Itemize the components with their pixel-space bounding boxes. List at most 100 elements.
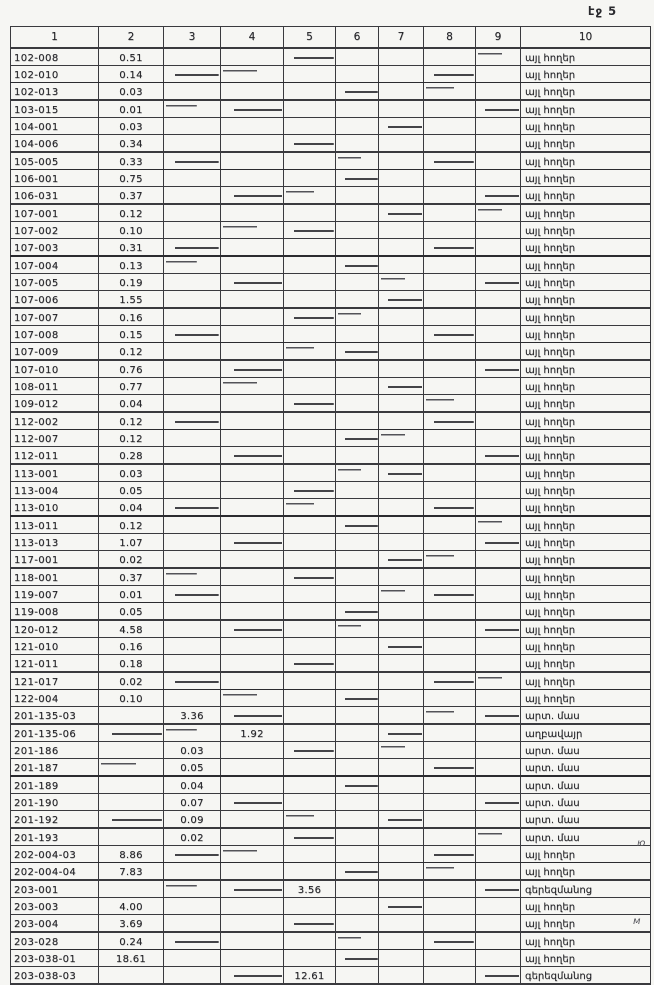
cell-empty: [220, 65, 284, 83]
cell-parcel-code: 107-005: [10, 273, 99, 291]
table-row: 201-186 0.03 արտ. մաս: [10, 741, 651, 759]
cell-empty: [378, 567, 424, 586]
cell-empty: [283, 654, 336, 673]
table-row: 112-007 0.12 այլ հողեր: [10, 429, 651, 447]
cell-empty: [378, 758, 424, 777]
cell-area-value: 0.04: [98, 394, 164, 413]
cell-area-value: 0.10: [98, 221, 164, 239]
cell-empty: [378, 533, 424, 551]
cell-empty: [475, 862, 521, 881]
cell-land-category: այլ հողեր: [520, 515, 651, 534]
cell-empty: [283, 290, 336, 309]
cell-parcel-code: 102-008: [10, 47, 99, 66]
cell-area-value: 0.05: [98, 481, 164, 499]
cell-land-category: այլ հողեր: [520, 238, 651, 257]
cell-empty: [283, 897, 336, 915]
scanned-page: էջ 5 1 2 3 4 5 6 7 8 9 10 102-008 0.51 այլ հողեր 102…: [10, 4, 651, 985]
table-row: 102-013 0.03 այլ հողեր: [10, 82, 651, 101]
cell-land-category: այլ հողեր: [520, 463, 651, 482]
cell-empty: [335, 325, 379, 343]
cell-area-value: 0.37: [98, 186, 164, 205]
cell-empty: [378, 134, 424, 153]
cell-parcel-code: 106-031: [10, 186, 99, 205]
cell-empty: [378, 827, 424, 846]
cell-empty: [283, 602, 336, 621]
cell-land-category: արտ. մաս: [520, 827, 651, 846]
cell-area-value: 0.02: [163, 827, 221, 846]
cell-empty: [475, 65, 521, 83]
cell-empty: [335, 481, 379, 499]
cell-parcel-code: 107-002: [10, 221, 99, 239]
cell-empty: [283, 255, 336, 274]
cell-empty: [163, 567, 221, 586]
cell-area-value: 0.77: [98, 377, 164, 395]
cell-land-category: այլ հողեր: [520, 99, 651, 118]
cell-empty: [335, 862, 379, 881]
table-row: 113-004 0.05 այլ հողեր: [10, 481, 651, 499]
cell-empty: [475, 429, 521, 447]
cell-parcel-code: 201-190: [10, 793, 99, 811]
cell-empty: [163, 65, 221, 83]
cell-empty: [220, 550, 284, 569]
cell-empty: [423, 966, 476, 985]
cell-area-value: 0.12: [98, 515, 164, 534]
table-row: 107-004 0.13 այլ հողեր: [10, 255, 651, 274]
cell-empty: [475, 169, 521, 187]
cell-empty: [220, 879, 284, 898]
cell-land-category: այլ հողեր: [520, 134, 651, 153]
cell-empty: [475, 741, 521, 759]
cell-empty: [220, 273, 284, 291]
cell-empty: [220, 914, 284, 933]
cell-parcel-code: 104-006: [10, 134, 99, 153]
cell-empty: [283, 723, 336, 742]
cell-land-category: այլ հողեր: [520, 325, 651, 343]
cell-area-value: 0.02: [98, 550, 164, 569]
cell-empty: [220, 82, 284, 101]
cell-empty: [335, 949, 379, 967]
cell-empty: [378, 498, 424, 517]
cell-empty: [475, 411, 521, 430]
cell-empty: [423, 238, 476, 257]
cell-empty: [220, 255, 284, 274]
table-row: 119-007 0.01 այլ հողեր: [10, 585, 651, 603]
cell-empty: [378, 550, 424, 569]
cell-land-category: արտ. մաս: [520, 706, 651, 725]
cell-empty: [475, 810, 521, 829]
cell-empty: [163, 966, 221, 985]
cell-empty: [475, 845, 521, 863]
cell-empty: [220, 931, 284, 950]
cell-empty: [378, 446, 424, 465]
cell-empty: [423, 585, 476, 603]
cell-empty: [378, 723, 424, 742]
cell-empty: [423, 949, 476, 967]
cell-empty: [423, 533, 476, 551]
cell-empty: [335, 255, 379, 274]
cell-empty: [475, 151, 521, 170]
cell-empty: [335, 931, 379, 950]
cell-empty: [335, 99, 379, 118]
table-row: 121-011 0.18 այլ հողեր: [10, 654, 651, 673]
cell-empty: [163, 377, 221, 395]
cell-area-value: 0.14: [98, 65, 164, 83]
cell-parcel-code: 112-011: [10, 446, 99, 465]
cell-area-value: 0.05: [98, 602, 164, 621]
cell-area-value: 0.37: [98, 567, 164, 586]
cell-empty: [378, 931, 424, 950]
cell-empty: [475, 273, 521, 291]
cell-parcel-code: 118-001: [10, 567, 99, 586]
cell-area-value: 0.01: [98, 99, 164, 118]
table-row: 203-004 3.69 այլ հողեր: [10, 914, 651, 933]
header-row: 1 2 3 4 5 6 7 8 9 10: [10, 26, 651, 49]
cell-land-category: այլ հողեր: [520, 619, 651, 638]
cell-empty: [335, 810, 379, 829]
cell-parcel-code: 104-001: [10, 117, 99, 135]
table-row: 107-009 0.12 այլ հողեր: [10, 342, 651, 361]
cell-area-value: 0.34: [98, 134, 164, 153]
table-row: 106-031 0.37 այլ հողեր: [10, 186, 651, 205]
cell-land-category: այլ հողեր: [520, 290, 651, 309]
cell-empty: [378, 82, 424, 101]
cell-empty: [378, 307, 424, 326]
cell-empty: [163, 533, 221, 551]
cell-empty: [335, 533, 379, 551]
cell-parcel-code: 107-008: [10, 325, 99, 343]
